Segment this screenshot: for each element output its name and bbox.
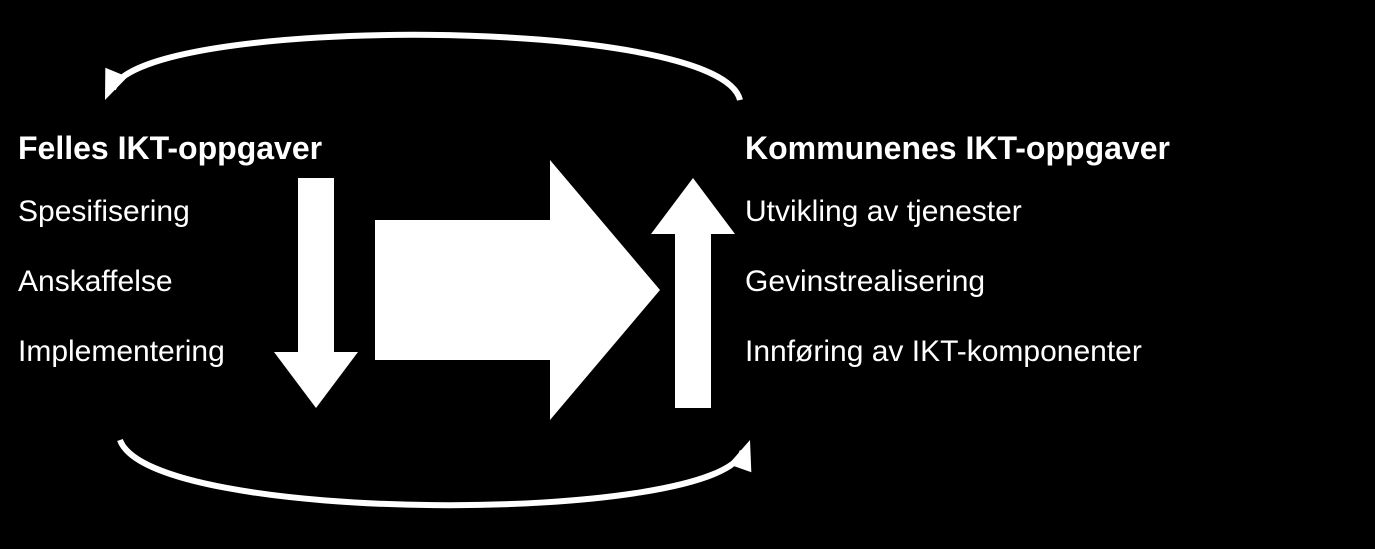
- left-item-2: Implementering: [18, 335, 322, 369]
- top-curve-arrow: [105, 35, 740, 100]
- left-item-0: Spesifisering: [18, 195, 322, 229]
- left-heading: Felles IKT-oppgaver: [18, 130, 322, 167]
- left-block: Felles IKT-oppgaver Spesifisering Anskaf…: [18, 130, 322, 405]
- right-heading: Kommunenes IKT-oppgaver: [745, 130, 1170, 167]
- bottom-curve-arrow: [120, 440, 751, 505]
- up-arrow: [651, 178, 735, 408]
- big-right-arrow: [375, 160, 660, 420]
- right-item-1: Gevinstrealisering: [745, 265, 1170, 299]
- right-block: Kommunenes IKT-oppgaver Utvikling av tje…: [745, 130, 1170, 405]
- right-item-0: Utvikling av tjenester: [745, 195, 1170, 229]
- right-item-2: Innføring av IKT-komponenter: [745, 335, 1170, 369]
- left-item-1: Anskaffelse: [18, 265, 322, 299]
